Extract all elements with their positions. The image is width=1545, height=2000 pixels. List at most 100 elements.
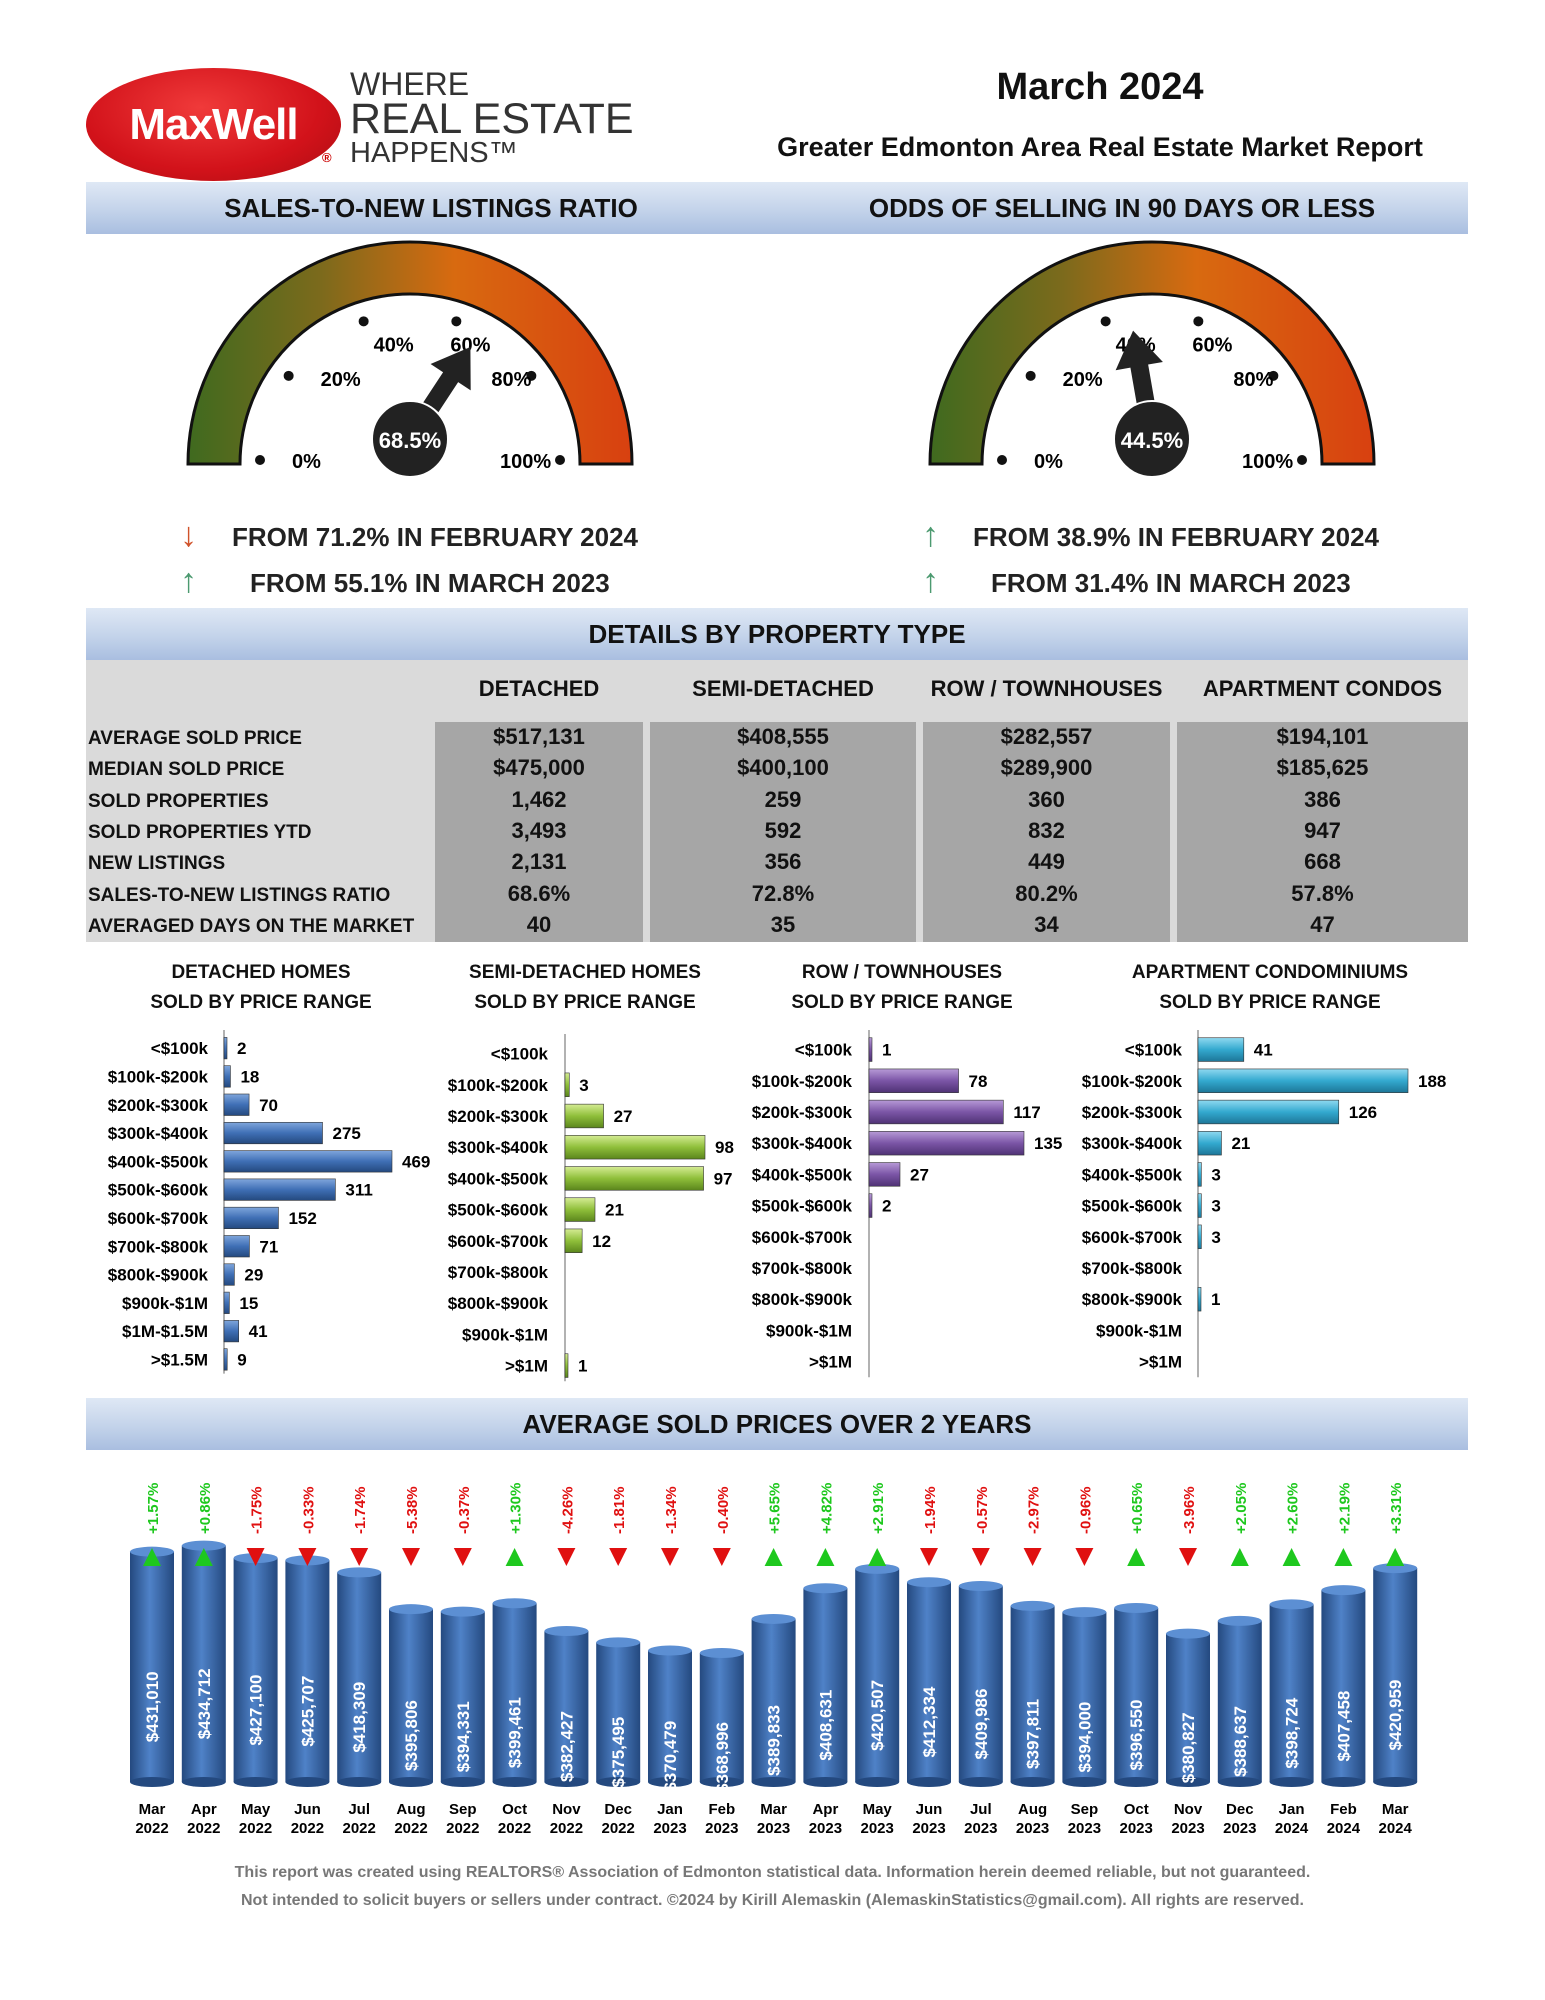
price-bar-label: $370,479 xyxy=(661,1721,680,1792)
price-bar-cap xyxy=(596,1637,641,1648)
price-change-label: -5.38% xyxy=(404,1486,421,1534)
bar-category-label: $300k-$400k xyxy=(1082,1134,1183,1153)
bar xyxy=(223,1065,231,1088)
gauge-tick-label: 80% xyxy=(1233,369,1273,391)
bar-value-label: 41 xyxy=(1254,1041,1273,1060)
month-label: Apr xyxy=(812,1801,838,1818)
bar-value-label: 117 xyxy=(1013,1103,1040,1122)
bar xyxy=(564,1135,706,1160)
up-triangle-icon xyxy=(1127,1548,1146,1566)
price-bar-base xyxy=(181,1777,226,1787)
bar-category-label: >$1M xyxy=(1139,1353,1182,1372)
logo-text: MaxWell xyxy=(129,99,298,149)
year-label: 2022 xyxy=(239,1820,272,1837)
gauge-hub xyxy=(371,400,449,478)
price-bar xyxy=(1217,1620,1262,1782)
bar-category-label: $700k-$800k xyxy=(752,1259,853,1278)
up-triangle-icon xyxy=(194,1548,213,1566)
bar-value-label: 3 xyxy=(1211,1165,1220,1184)
month-label: Sep xyxy=(1071,1801,1099,1818)
up-triangle-icon xyxy=(868,1548,887,1566)
down-triangle-icon xyxy=(350,1548,369,1566)
bar-category-label: >$1.5M xyxy=(151,1350,208,1369)
table-cell: 2,131 xyxy=(511,849,567,875)
year-label: 2023 xyxy=(1171,1820,1204,1837)
gauge-tick-dot xyxy=(358,316,369,327)
gauge-sales-ratio: 0% 20% 40% 60%80% 100% 68.5% xyxy=(186,240,634,478)
price-bar-label: $394,331 xyxy=(454,1701,473,1772)
bar-value-label: 188 xyxy=(1418,1072,1446,1091)
table-cell: 449 xyxy=(1028,849,1065,875)
bar-value-label: 41 xyxy=(249,1322,268,1341)
price-bar-cap xyxy=(1062,1607,1107,1618)
month-label: May xyxy=(863,1801,893,1818)
price-bar-base xyxy=(958,1777,1003,1787)
price-change-label: -1.34% xyxy=(663,1486,680,1534)
bar-category-label: $200k-$300k xyxy=(108,1096,209,1115)
price-bar-label: $398,724 xyxy=(1283,1697,1302,1768)
price-change-label: +0.86% xyxy=(197,1483,214,1534)
year-label: 2023 xyxy=(861,1820,894,1837)
price-change-label: -1.94% xyxy=(922,1486,939,1534)
price-bar-label: $418,309 xyxy=(350,1682,369,1753)
month-label: Jul xyxy=(348,1801,370,1818)
details-title: DETAILS BY PROPERTY TYPE xyxy=(588,618,966,649)
year-label: 2022 xyxy=(135,1820,168,1837)
price-bar-cap xyxy=(337,1567,382,1578)
gauge-tick-label: 60% xyxy=(1192,334,1232,356)
gauge-tick-dot xyxy=(526,370,537,381)
price-bar xyxy=(699,1652,744,1782)
bar-category-label: $400k-$500k xyxy=(752,1165,853,1184)
price-bar xyxy=(1321,1590,1366,1782)
bar-value-label: 311 xyxy=(345,1181,372,1200)
price-bar-label: $397,811 xyxy=(1024,1699,1043,1769)
bar-category-label: $400k-$500k xyxy=(448,1169,549,1188)
table-cell: $517,131 xyxy=(493,724,585,749)
year-label: 2023 xyxy=(964,1820,997,1837)
year-label: 2022 xyxy=(602,1820,635,1837)
price-bar-cap xyxy=(1269,1599,1314,1610)
price-bar-label: $425,707 xyxy=(298,1676,317,1747)
price-bar-base xyxy=(1010,1777,1055,1787)
table-cell: 34 xyxy=(1034,911,1059,937)
bar-category-label: $800k-$900k xyxy=(448,1294,549,1313)
price-bar-cap xyxy=(440,1606,485,1617)
gauge-tick-dot xyxy=(1193,316,1204,327)
bar xyxy=(223,1037,228,1060)
bar-category-label: $700k-$800k xyxy=(108,1237,209,1256)
down-triangle-icon xyxy=(298,1548,317,1566)
bar-value-label: 126 xyxy=(1349,1103,1377,1122)
price-bar-cap xyxy=(699,1647,744,1658)
down-triangle-icon xyxy=(661,1548,679,1566)
month-label: Jun xyxy=(294,1801,321,1818)
price-change-label: +2.19% xyxy=(1336,1483,1353,1534)
year-label: 2023 xyxy=(653,1820,686,1837)
bar-category-label: $100k-$200k xyxy=(108,1067,209,1086)
bar-category-label: <$100k xyxy=(1125,1041,1183,1060)
price-bar xyxy=(907,1582,951,1782)
gauges-svg: 0%20%40%60%80%100%68.5% 0%20%40%60%80%10… xyxy=(186,240,1376,478)
price-bar-base xyxy=(751,1777,796,1787)
bar xyxy=(868,1037,873,1062)
gauge-tick-label: 100% xyxy=(1242,451,1293,473)
price-bar-base xyxy=(233,1777,278,1787)
year-label: 2022 xyxy=(343,1820,376,1837)
up-triangle-icon xyxy=(505,1548,524,1566)
bar-value-label: 27 xyxy=(614,1107,633,1126)
gauge-tick-label: 0% xyxy=(1034,451,1063,473)
bar-value-label: 469 xyxy=(402,1152,430,1171)
gauge-tick-dot xyxy=(451,316,462,327)
table-cell: 68.6% xyxy=(507,880,571,906)
maxwell-logo: MaxWell xyxy=(86,68,341,181)
price-change-label: -3.96% xyxy=(1181,1486,1198,1534)
month-label: Aug xyxy=(396,1801,425,1818)
month-label: Dec xyxy=(1226,1801,1254,1818)
bar-value-label: 29 xyxy=(244,1266,263,1285)
table-cell: $400,100 xyxy=(737,755,829,781)
up-triangle-icon xyxy=(1334,1548,1353,1566)
price-bar-base xyxy=(1321,1777,1366,1787)
up-triangle-icon xyxy=(764,1548,783,1566)
gauge-tick-dot xyxy=(255,455,265,465)
price-change-label: -0.57% xyxy=(974,1486,991,1534)
gauge-tick-dot xyxy=(1268,370,1279,381)
